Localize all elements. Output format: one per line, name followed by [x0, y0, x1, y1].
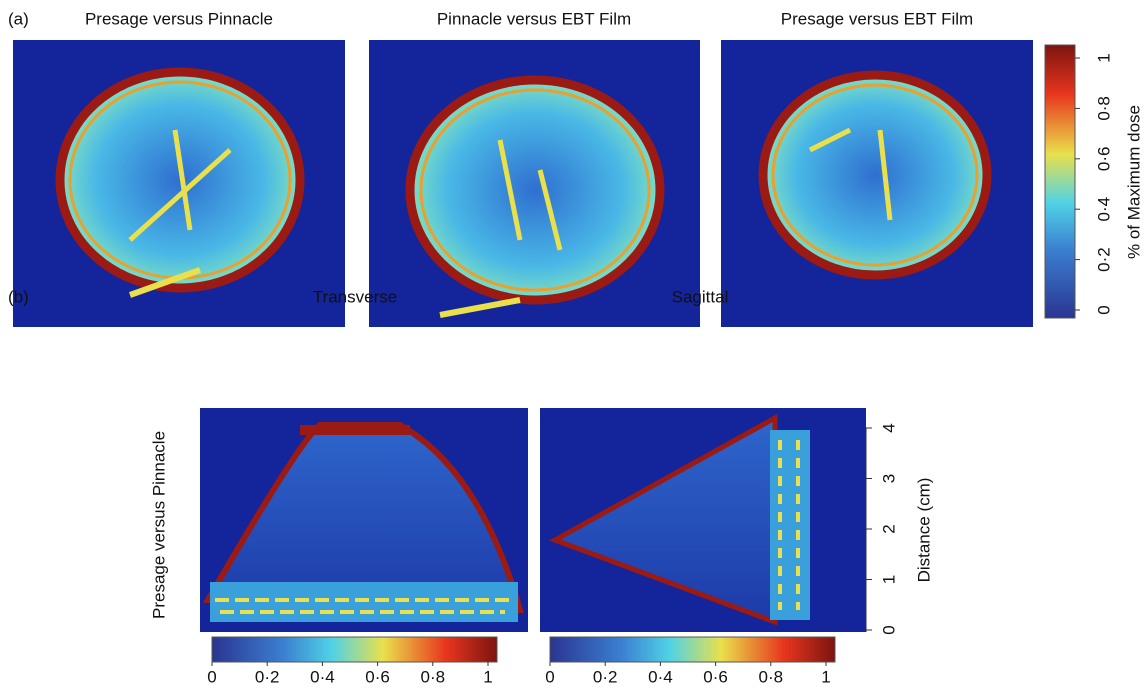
dose-map — [369, 40, 700, 327]
dose-map — [13, 40, 345, 327]
figure: (a) Presage versus Pinnacle Pinnacle ver… — [0, 0, 1148, 688]
colorbar-tick-label: 0·2 — [593, 667, 618, 686]
image-title: Pinnacle versus EBT Film — [437, 9, 631, 28]
dose-map — [200, 408, 528, 632]
colorbar-tick-label: 0·4 — [310, 667, 335, 686]
axis-label: Distance (cm) — [914, 478, 933, 583]
image-title: Presage versus EBT Film — [781, 9, 973, 28]
colorbar-label: % of Maximum dose — [1124, 105, 1143, 259]
image-title: Presage versus Pinnacle — [85, 9, 273, 28]
colorbar-tick-label: 1 — [483, 667, 492, 686]
axis-tick-label: 4 — [879, 423, 898, 432]
colorbar-tick-label: 0·8 — [759, 667, 784, 686]
colorbar-tick-label: 0·6 — [1094, 147, 1113, 172]
colorbar-tick-label: 0·8 — [421, 667, 446, 686]
dose-map — [721, 40, 1033, 327]
image-title: Sagittal — [672, 287, 729, 306]
colorbar-tick-label: 0 — [545, 667, 554, 686]
colorbar — [1045, 45, 1075, 318]
colorbar-tick-label: 1 — [821, 667, 830, 686]
panel-label: (b) — [8, 287, 29, 306]
image-title: Transverse — [313, 287, 397, 306]
panel-label: (a) — [8, 9, 29, 28]
colorbar-tick-label: 0 — [1094, 305, 1113, 314]
row-label: Presage versus Pinnacle — [149, 431, 168, 619]
axis-tick-label: 3 — [879, 474, 898, 483]
axis-tick-label: 2 — [879, 524, 898, 533]
colorbar-tick-label: 0 — [207, 667, 216, 686]
colorbar-tick-label: 0·6 — [365, 667, 390, 686]
colorbar-tick-label: 0·2 — [255, 667, 280, 686]
dose-map — [540, 408, 866, 632]
colorbar — [212, 637, 497, 662]
axis-tick-label: 1 — [879, 575, 898, 584]
axis-tick-label: 0 — [879, 625, 898, 634]
colorbar-tick-label: 0·8 — [1094, 96, 1113, 121]
colorbar-tick-label: 0·6 — [703, 667, 728, 686]
colorbar — [550, 637, 835, 662]
colorbar-tick-label: 0·4 — [1094, 197, 1113, 222]
colorbar-tick-label: 1 — [1094, 53, 1113, 62]
colorbar-tick-label: 0·4 — [648, 667, 673, 686]
colorbar-tick-label: 0·2 — [1094, 247, 1113, 272]
